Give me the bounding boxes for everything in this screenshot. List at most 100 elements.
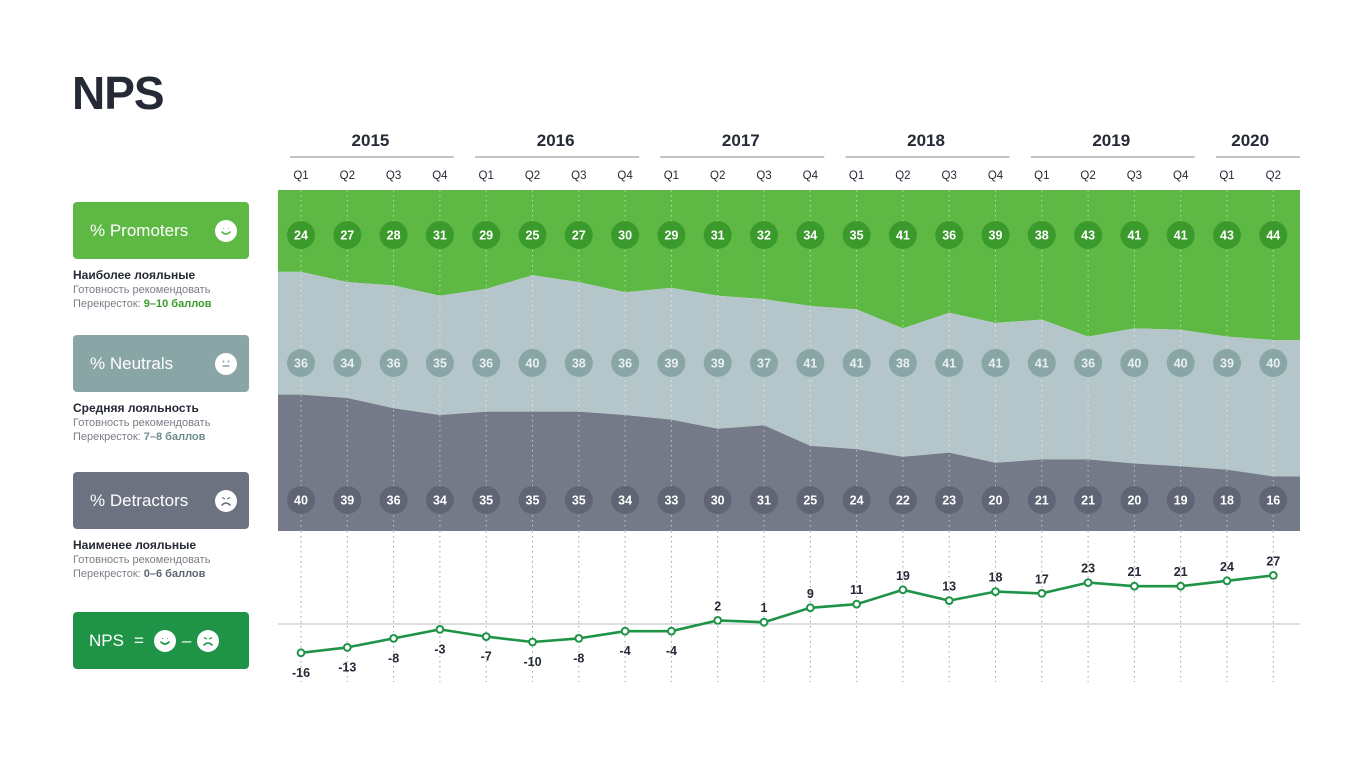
- value-label: 36: [618, 357, 632, 371]
- quarter-label: Q4: [432, 170, 448, 182]
- value-label: 41: [1127, 229, 1141, 243]
- value-bubble: [333, 221, 362, 249]
- value-bubble: [1120, 221, 1149, 249]
- nps-point: [944, 596, 954, 605]
- value-label: 35: [850, 229, 864, 243]
- quarter-label: Q3: [756, 170, 771, 182]
- value-bubble: [981, 349, 1010, 377]
- quarter-label: Q1: [293, 170, 308, 182]
- value-bubble: [1166, 221, 1195, 249]
- smile-face-icon: [153, 629, 176, 652]
- value-label: 30: [618, 229, 632, 243]
- neutral-face-icon: [215, 352, 237, 375]
- value-bubble: [287, 486, 315, 514]
- value-bubble: [287, 349, 315, 377]
- nps-value-label: 27: [1266, 554, 1280, 568]
- nps-value-label: -16: [292, 666, 310, 680]
- value-bubble: [1166, 349, 1195, 377]
- value-bubble: [1259, 221, 1288, 249]
- value-bubble: [935, 221, 964, 249]
- value-label: 25: [526, 229, 540, 243]
- quarter-label: Q4: [617, 170, 633, 182]
- quarter-label: Q1: [664, 170, 679, 182]
- neutrals-description: Средняя лояльность Готовность рекомендов…: [73, 401, 273, 444]
- value-label: 39: [340, 494, 354, 508]
- value-bubble: [935, 349, 964, 377]
- value-label: 36: [942, 229, 956, 243]
- nps-point: [1222, 576, 1232, 586]
- value-bubble: [1074, 221, 1103, 249]
- value-bubble: [981, 486, 1010, 514]
- neutrals-score-range: 7–8 баллов: [143, 431, 206, 443]
- detractors-score-range: 0–6 баллов: [143, 568, 206, 580]
- value-bubble: [657, 349, 686, 377]
- value-label: 41: [896, 229, 910, 243]
- nps-point: [1176, 581, 1186, 591]
- nps-point: [1037, 589, 1047, 598]
- value-label: 32: [757, 229, 771, 243]
- quarter-label: Q3: [571, 170, 586, 182]
- nps-value-label: 17: [1035, 572, 1049, 586]
- value-bubble: [703, 221, 732, 249]
- detractors-label: % Detractors: [90, 490, 189, 510]
- value-bubble: [1120, 486, 1149, 514]
- value-label: 21: [1035, 494, 1049, 508]
- value-bubble: [425, 221, 454, 249]
- value-bubble: [796, 221, 825, 249]
- value-bubble: [796, 349, 825, 377]
- value-bubble: [611, 221, 640, 249]
- value-bubble: [379, 486, 408, 514]
- year-label: 2019: [1092, 131, 1130, 150]
- value-bubble: [842, 486, 871, 514]
- nps-point: [713, 616, 723, 625]
- detractors-description: Наименее лояльные Готовность рекомендова…: [73, 538, 273, 581]
- value-bubble: [611, 349, 640, 377]
- year-label: 2016: [537, 131, 575, 150]
- quarter-label: Q2: [1080, 170, 1095, 182]
- value-bubble: [518, 349, 547, 377]
- value-bubble: [796, 486, 825, 514]
- value-label: 37: [757, 357, 771, 371]
- quarter-label: Q2: [1266, 170, 1281, 182]
- nps-point: [481, 632, 491, 641]
- value-label: 36: [294, 357, 308, 371]
- nps-point: [435, 625, 445, 634]
- value-label: 29: [479, 229, 493, 243]
- value-bubble: [1120, 349, 1149, 377]
- value-bubble: [750, 221, 778, 249]
- value-label: 38: [1035, 229, 1049, 243]
- quarter-label: Q2: [340, 170, 355, 182]
- neutrals-desc-prefix: Перекресток:: [73, 431, 144, 443]
- value-label: 24: [294, 229, 308, 243]
- neutrals-label: % Neutrals: [90, 353, 174, 373]
- value-label: 27: [340, 229, 354, 243]
- nps-point: [852, 599, 861, 609]
- value-label: 22: [896, 494, 910, 508]
- quarter-label: Q1: [1219, 170, 1234, 182]
- value-bubble: [472, 349, 501, 377]
- nps-point: [1083, 578, 1093, 587]
- value-bubble: [425, 349, 454, 377]
- quarter-label: Q4: [1173, 170, 1189, 182]
- value-bubble: [1027, 221, 1056, 249]
- nps-value-label: -4: [666, 644, 677, 658]
- value-bubble: [1074, 486, 1103, 514]
- value-label: 30: [711, 494, 725, 508]
- smile-face-icon: [215, 219, 237, 242]
- value-bubble: [611, 486, 640, 514]
- nps-point: [898, 585, 908, 595]
- value-label: 34: [618, 494, 632, 508]
- value-label: 41: [850, 357, 864, 371]
- value-label: 40: [1127, 357, 1141, 371]
- nps-point: [1130, 581, 1139, 591]
- quarter-label: Q4: [988, 170, 1004, 182]
- nps-value-label: -13: [338, 660, 356, 674]
- sad-face-icon: [215, 489, 237, 512]
- equals-sign: =: [133, 630, 144, 650]
- value-bubble: [703, 486, 732, 514]
- value-label: 39: [711, 357, 725, 371]
- quarter-label: Q2: [710, 170, 725, 182]
- value-label: 41: [942, 357, 956, 371]
- value-bubble: [1213, 221, 1241, 249]
